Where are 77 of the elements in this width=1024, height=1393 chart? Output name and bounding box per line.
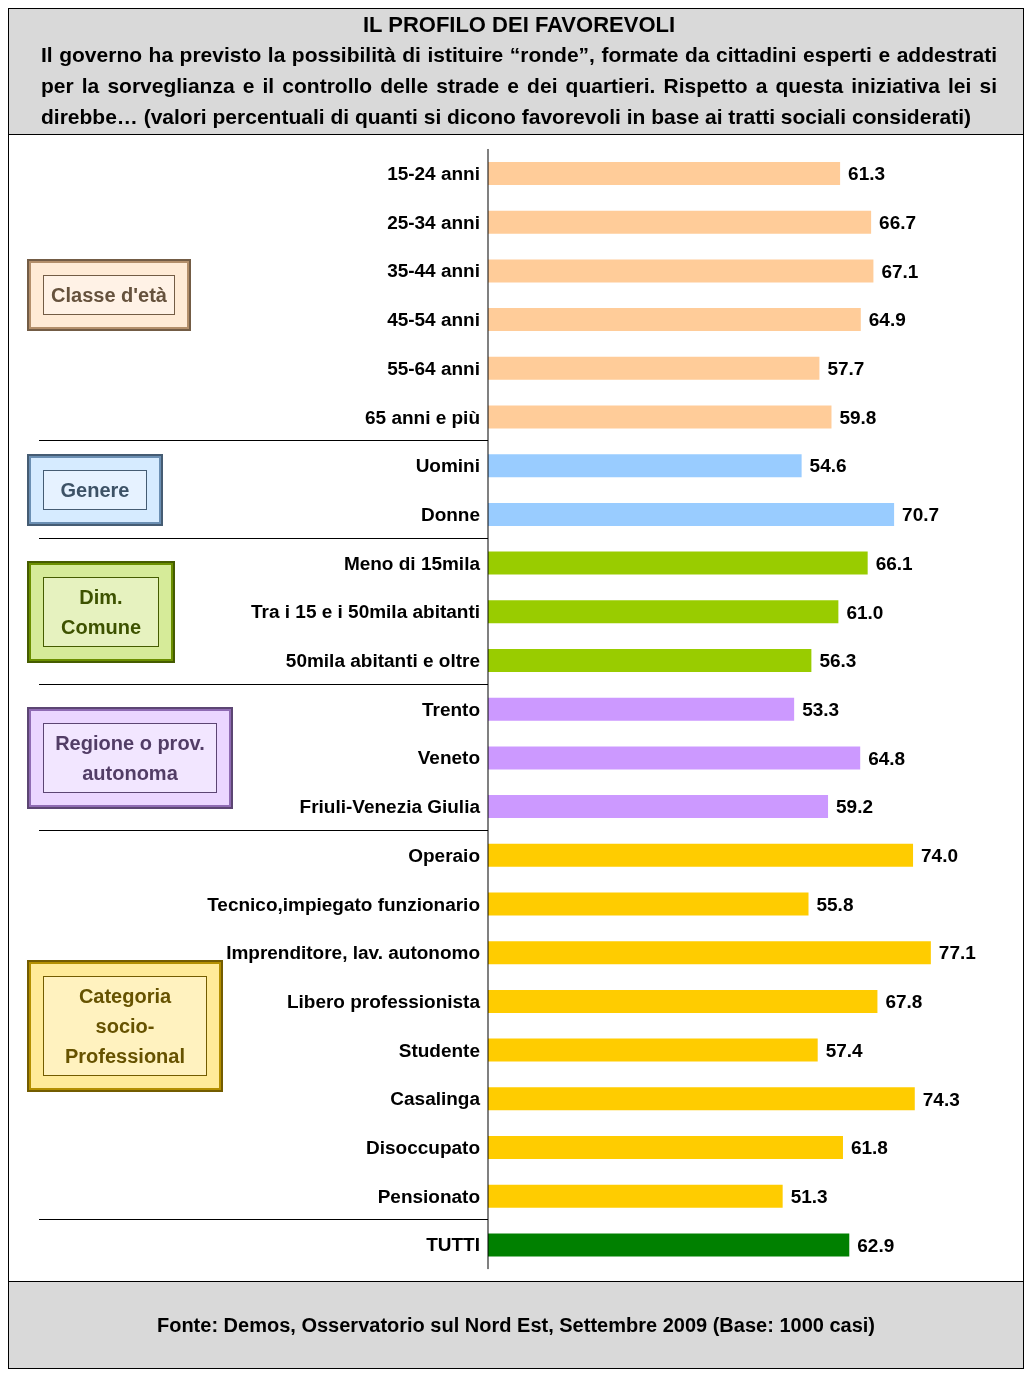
- text: Categoria socio-Professional: [43, 975, 207, 1076]
- bar: [488, 1038, 818, 1062]
- data-label: 74.3: [922, 1088, 960, 1110]
- bar: [488, 746, 861, 770]
- y-tick-label: Friuli-Venezia Giulia: [299, 796, 481, 818]
- y-tick-label: Operaio: [408, 844, 480, 866]
- bar: [488, 892, 809, 916]
- data-label: 67.1: [881, 260, 919, 282]
- chart-subtitle: Il governo ha previsto la possibilità di istituire “ronde”, formate da cittadini esperti e addestrati per la sorveglianza e il controllo delle strade e dei quartieri. Rispetto a questa iniziativa lei si direbbe… (valori percentuali di quanti si dicono favorevoli in base ai tratti sociali considerati): [41, 42, 997, 130]
- y-tick-label: Trento: [421, 698, 480, 720]
- y-tick-label: 50mila abitanti e oltre: [285, 650, 480, 672]
- bar: [488, 551, 868, 575]
- data-label: 66.7: [879, 211, 917, 233]
- bar: [488, 697, 795, 721]
- bar: [488, 405, 832, 429]
- y-tick-label: Libero professionista: [286, 990, 481, 1012]
- data-label: 51.3: [790, 1185, 828, 1207]
- bar: [488, 1087, 915, 1111]
- data-label: 54.6: [809, 455, 847, 477]
- y-tick-label: 35-44 anni: [387, 260, 480, 282]
- y-tick-label: 45-54 anni: [387, 309, 480, 331]
- bar: [488, 989, 878, 1013]
- data-label: 61.3: [848, 163, 886, 185]
- bar: [488, 649, 812, 672]
- bar: [488, 1135, 843, 1159]
- data-label: 61.0: [846, 601, 884, 623]
- data-label: 59.8: [839, 406, 877, 428]
- bar: [488, 502, 895, 526]
- y-tick-label: Donne: [420, 503, 480, 525]
- source-note: Fonte: Demos, Osservatorio sul Nord Est, Settembre 2009 (Base: 1000 casi): [156, 1313, 876, 1337]
- y-tick-label: 15-24 anni: [387, 163, 480, 185]
- y-tick-label: Tra i 15 e i 50mila abitanti: [251, 601, 480, 623]
- y-tick-label: Studente: [398, 1039, 480, 1061]
- y-tick-label: Pensionato: [377, 1185, 480, 1207]
- text: Dim. Comune: [43, 576, 159, 647]
- y-tick-label: Meno di 15mila: [343, 552, 481, 574]
- data-label: 61.8: [850, 1137, 888, 1159]
- text: Classe d'età: [43, 275, 175, 316]
- data-label: 77.1: [938, 942, 977, 964]
- y-tick-label: Tecnico,impiegato funzionario: [207, 893, 480, 915]
- bar: [488, 308, 861, 332]
- bar: [488, 941, 931, 965]
- bar: [488, 454, 802, 478]
- data-label: 64.9: [868, 309, 906, 331]
- data-label: 67.8: [885, 991, 923, 1013]
- data-label: 64.8: [868, 747, 906, 769]
- data-label: 57.7: [827, 358, 865, 380]
- data-label: 53.3: [802, 698, 840, 720]
- data-label: 55.8: [816, 893, 854, 915]
- y-tick-label: Veneto: [417, 747, 480, 769]
- data-label: 66.1: [875, 552, 914, 574]
- data-label: 62.9: [857, 1234, 895, 1256]
- data-label: 56.3: [819, 650, 857, 672]
- y-tick-label: Imprenditore, lav. autonomo: [226, 942, 480, 964]
- bar: [488, 356, 820, 380]
- y-tick-label: Casalinga: [390, 1088, 481, 1110]
- bar: [488, 259, 874, 283]
- y-tick-label: 55-64 anni: [387, 357, 480, 379]
- y-tick-label: Uomini: [415, 455, 480, 477]
- data-label: 70.7: [902, 504, 940, 526]
- bar: [488, 600, 839, 624]
- bar: [488, 795, 829, 819]
- text: Genere: [43, 469, 147, 510]
- y-tick-label: TUTTI: [426, 1234, 480, 1256]
- bar: [488, 210, 872, 234]
- data-label: 57.4: [825, 1039, 864, 1061]
- y-tick-label: Disoccupato: [366, 1137, 480, 1159]
- y-tick-label: 65 anni e più: [365, 406, 480, 428]
- bar: [488, 843, 914, 867]
- bar: [488, 1233, 850, 1257]
- y-tick-label: 25-34 anni: [387, 211, 480, 233]
- bar: [488, 162, 841, 185]
- data-label: 59.2: [836, 796, 873, 818]
- bar: [488, 1184, 783, 1208]
- data-label: 74.0: [921, 845, 958, 867]
- text: Regione o prov. autonoma: [43, 722, 217, 793]
- chart-title: IL PROFILO DEI FAVOREVOLI: [361, 11, 677, 39]
